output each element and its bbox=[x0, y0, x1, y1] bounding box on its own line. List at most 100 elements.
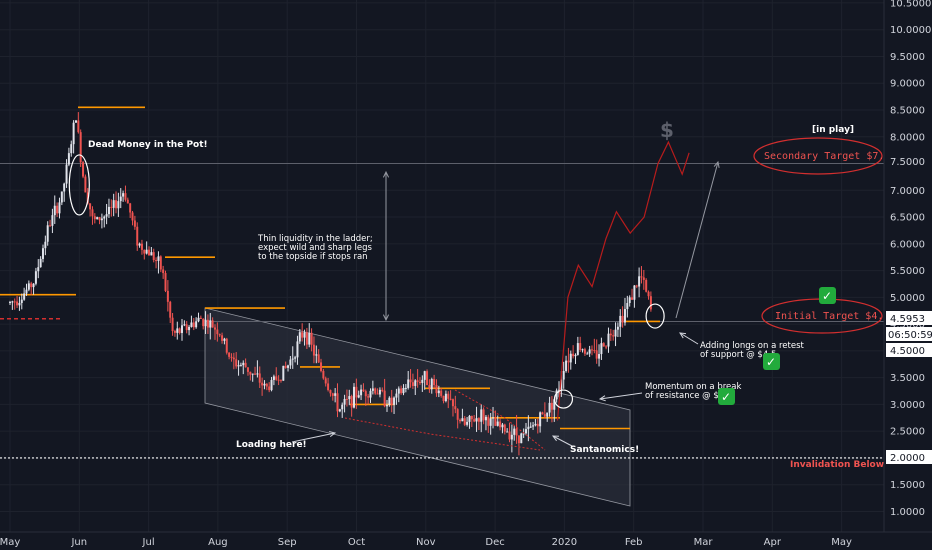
candle-body bbox=[513, 428, 516, 435]
candle-body bbox=[20, 299, 23, 303]
momentum-arrow-head bbox=[598, 395, 606, 402]
candle-body bbox=[404, 387, 407, 389]
candle-body bbox=[277, 379, 280, 381]
in-play-label: [in play] bbox=[812, 125, 854, 135]
candle-body bbox=[65, 164, 68, 184]
candle-body bbox=[72, 122, 75, 145]
svg-text:✓: ✓ bbox=[822, 289, 832, 303]
price-tick-label: 10.0000 bbox=[890, 25, 931, 36]
candle-body bbox=[79, 132, 82, 163]
candle-body bbox=[616, 326, 619, 330]
candle-body bbox=[265, 383, 268, 387]
candle-body bbox=[129, 203, 132, 213]
price-axis[interactable] bbox=[884, 0, 932, 532]
candle-body bbox=[315, 354, 318, 356]
dead-money-label: Dead Money in the Pot! bbox=[88, 140, 208, 150]
candle-body bbox=[46, 225, 49, 242]
candle-body bbox=[635, 285, 638, 287]
candle-body bbox=[649, 296, 652, 310]
candle-body bbox=[195, 321, 198, 328]
candle-body bbox=[67, 153, 70, 165]
candle-body bbox=[364, 391, 367, 397]
candle-body bbox=[548, 402, 551, 413]
candle-body bbox=[638, 276, 641, 287]
momentum-note-line-2: of resistance @ $3.. bbox=[645, 391, 730, 401]
candle-body bbox=[41, 248, 44, 259]
candle-body bbox=[230, 356, 233, 358]
candle-body bbox=[539, 412, 542, 427]
longs-note-line-2: of support @ $4.5 bbox=[700, 350, 776, 360]
candle-body bbox=[362, 389, 365, 392]
candle-body bbox=[529, 426, 532, 428]
level-2-badge: 2.0000 bbox=[886, 450, 932, 464]
candle-body bbox=[609, 333, 612, 336]
candle-body bbox=[133, 220, 136, 227]
candle-body bbox=[402, 387, 405, 394]
time-tick-label: Dec bbox=[485, 537, 504, 548]
candle-body bbox=[237, 365, 240, 367]
price-tick-label: 9.5000 bbox=[890, 52, 925, 63]
candle-body bbox=[303, 332, 306, 338]
candle-body bbox=[287, 365, 290, 368]
time-tick-label: May bbox=[831, 537, 852, 548]
candle-body bbox=[555, 390, 558, 400]
candle-body bbox=[598, 354, 601, 359]
time-tick-label: Jul bbox=[142, 537, 155, 548]
candle-body bbox=[350, 396, 353, 408]
price-tick-label: 9.0000 bbox=[890, 79, 925, 90]
candle-body bbox=[383, 390, 386, 407]
candle-body bbox=[199, 317, 202, 320]
candle-body bbox=[586, 353, 589, 355]
candle-body bbox=[423, 371, 426, 380]
candle-body bbox=[367, 396, 370, 398]
candle-body bbox=[553, 399, 556, 410]
longs-arrow bbox=[679, 332, 699, 345]
candle-body bbox=[18, 302, 21, 306]
candle-body bbox=[155, 260, 158, 262]
candle-body bbox=[279, 379, 282, 381]
secondary-target-label: Secondary Target $7.50 bbox=[764, 151, 896, 162]
liquidity-arrow-down-head bbox=[382, 314, 390, 322]
candle-body bbox=[270, 379, 273, 391]
candle-body bbox=[320, 362, 323, 371]
candle-body bbox=[525, 429, 528, 434]
candle-body bbox=[305, 332, 308, 345]
svg-text:7.5000: 7.5000 bbox=[890, 157, 925, 168]
candle-body bbox=[138, 243, 141, 246]
candle-body bbox=[110, 206, 113, 208]
candle-body bbox=[607, 333, 610, 347]
price-tick-label: 6.0000 bbox=[890, 239, 925, 250]
time-tick-label: Aug bbox=[208, 537, 228, 548]
price-tick-label: 4.5000 bbox=[890, 320, 925, 331]
time-axis[interactable] bbox=[0, 532, 932, 550]
dollar-icon: $ bbox=[660, 118, 674, 142]
candle-body bbox=[119, 196, 122, 202]
secondary-target-ring bbox=[753, 137, 883, 175]
candle-body bbox=[150, 252, 153, 256]
check-icon: ✓ bbox=[819, 287, 836, 304]
time-axis-ticks: May Jun Jul Aug Sep Oct Nov Dec 2020 Feb Mar Apr May bbox=[0, 537, 852, 548]
momentum-arrow bbox=[599, 392, 643, 400]
candle-body bbox=[74, 120, 77, 123]
candle-body bbox=[343, 398, 346, 405]
candle-body bbox=[369, 390, 372, 398]
candle-body bbox=[378, 389, 381, 395]
candle-body bbox=[492, 417, 495, 419]
support-trendline bbox=[454, 389, 546, 451]
candle-body bbox=[461, 418, 464, 422]
candle-body bbox=[508, 431, 511, 440]
candle-body bbox=[449, 398, 452, 400]
candle-body bbox=[232, 357, 235, 360]
candle-body bbox=[411, 382, 414, 386]
candle-body bbox=[58, 202, 61, 214]
candle-body bbox=[159, 256, 162, 270]
candle-body bbox=[25, 289, 28, 294]
candle-body bbox=[442, 395, 445, 402]
candle-body bbox=[324, 378, 327, 384]
candle-body bbox=[499, 421, 502, 428]
candle-body bbox=[16, 301, 19, 306]
candle-body bbox=[289, 359, 292, 366]
candle-body bbox=[645, 279, 648, 292]
candle-body bbox=[414, 380, 417, 386]
